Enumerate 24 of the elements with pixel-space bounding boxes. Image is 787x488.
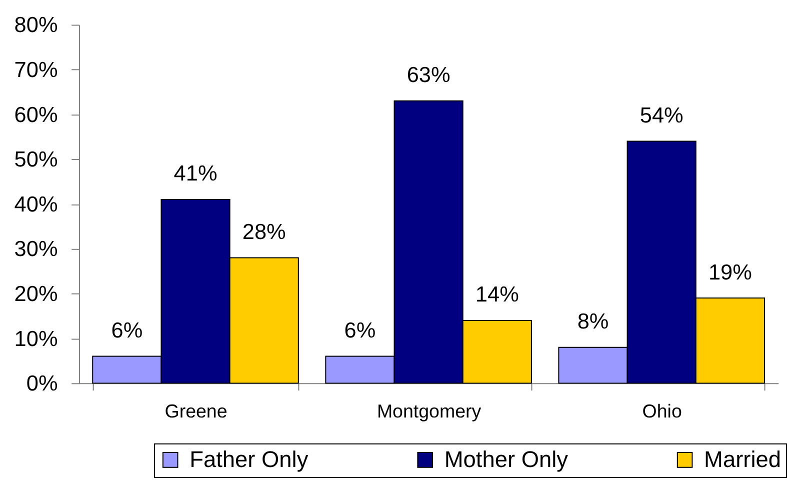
x-tick-label: Greene <box>164 400 228 422</box>
data-label: 6% <box>111 318 143 343</box>
data-label: 19% <box>708 259 752 284</box>
legend-label: Married <box>704 446 782 472</box>
legend-label: Mother Only <box>444 446 569 472</box>
data-label: 14% <box>475 282 519 307</box>
data-label: 28% <box>242 218 286 244</box>
y-tick-label: 0% <box>26 370 58 396</box>
y-tick-label: 10% <box>14 326 58 351</box>
data-label: 8% <box>577 308 609 334</box>
x-tick-label: Ohio <box>642 400 682 422</box>
data-label: 63% <box>406 62 450 88</box>
data-label: 41% <box>174 160 218 186</box>
legend-label: Father Only <box>190 446 309 472</box>
y-tick-label: 20% <box>14 280 58 306</box>
y-tick-label: 60% <box>14 102 58 127</box>
x-tick-label: Montgomery <box>376 400 482 422</box>
data-label: 6% <box>344 318 376 343</box>
y-tick-label: 70% <box>14 56 58 82</box>
y-tick-label: 40% <box>14 191 58 216</box>
y-tick-label: 80% <box>14 12 58 38</box>
data-label: 54% <box>640 102 684 128</box>
y-tick-label: 30% <box>14 236 58 262</box>
y-tick-label: 50% <box>14 146 58 172</box>
